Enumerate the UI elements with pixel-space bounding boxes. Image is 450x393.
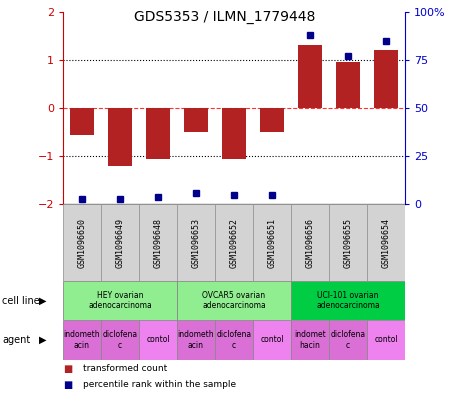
Text: ▶: ▶ <box>39 335 46 345</box>
Bar <box>291 204 329 281</box>
Bar <box>63 281 177 320</box>
Bar <box>215 204 253 281</box>
Text: GSM1096656: GSM1096656 <box>306 218 315 268</box>
Bar <box>101 204 139 281</box>
Text: agent: agent <box>2 335 31 345</box>
Bar <box>63 204 101 281</box>
Text: diclofena
c: diclofena c <box>216 330 252 350</box>
Bar <box>215 320 253 360</box>
Bar <box>222 108 246 159</box>
Text: indomet
hacin: indomet hacin <box>294 330 326 350</box>
Bar <box>184 108 208 132</box>
Text: diclofena
c: diclofena c <box>103 330 138 350</box>
Text: transformed count: transformed count <box>83 364 167 373</box>
Text: indometh
acin: indometh acin <box>64 330 100 350</box>
Bar <box>253 204 291 281</box>
Bar <box>108 108 132 166</box>
Text: cell line: cell line <box>2 296 40 306</box>
Text: contol: contol <box>374 336 398 344</box>
Bar <box>63 320 101 360</box>
Bar <box>367 204 405 281</box>
Text: percentile rank within the sample: percentile rank within the sample <box>83 380 236 389</box>
Bar <box>291 320 329 360</box>
Bar <box>297 46 322 108</box>
Bar <box>260 108 284 132</box>
Text: contol: contol <box>260 336 284 344</box>
Text: GDS5353 / ILMN_1779448: GDS5353 / ILMN_1779448 <box>134 10 316 24</box>
Bar <box>139 320 177 360</box>
Bar <box>329 204 367 281</box>
Text: ▶: ▶ <box>39 296 46 306</box>
Bar <box>291 281 405 320</box>
Text: UCI-101 ovarian
adenocarcinoma: UCI-101 ovarian adenocarcinoma <box>316 291 380 310</box>
Bar <box>336 62 360 108</box>
Bar <box>177 320 215 360</box>
Text: GSM1096651: GSM1096651 <box>267 218 276 268</box>
Text: GSM1096653: GSM1096653 <box>192 218 201 268</box>
Text: HEY ovarian
adenocarcinoma: HEY ovarian adenocarcinoma <box>88 291 152 310</box>
Text: GSM1096654: GSM1096654 <box>382 218 391 268</box>
Bar <box>329 320 367 360</box>
Text: contol: contol <box>146 336 170 344</box>
Bar <box>374 50 398 108</box>
Bar <box>146 108 171 159</box>
Text: GSM1096650: GSM1096650 <box>77 218 86 268</box>
Text: GSM1096652: GSM1096652 <box>230 218 238 268</box>
Bar <box>177 204 215 281</box>
Text: GSM1096649: GSM1096649 <box>116 218 125 268</box>
Text: ■: ■ <box>63 380 72 390</box>
Bar <box>177 281 291 320</box>
Text: GSM1096655: GSM1096655 <box>343 218 352 268</box>
Bar <box>70 108 94 134</box>
Text: ■: ■ <box>63 364 72 373</box>
Bar <box>367 320 405 360</box>
Bar <box>253 320 291 360</box>
Text: diclofena
c: diclofena c <box>330 330 365 350</box>
Text: GSM1096648: GSM1096648 <box>153 218 162 268</box>
Text: OVCAR5 ovarian
adenocarcinoma: OVCAR5 ovarian adenocarcinoma <box>202 291 266 310</box>
Bar <box>101 320 139 360</box>
Text: indometh
acin: indometh acin <box>178 330 214 350</box>
Bar <box>139 204 177 281</box>
